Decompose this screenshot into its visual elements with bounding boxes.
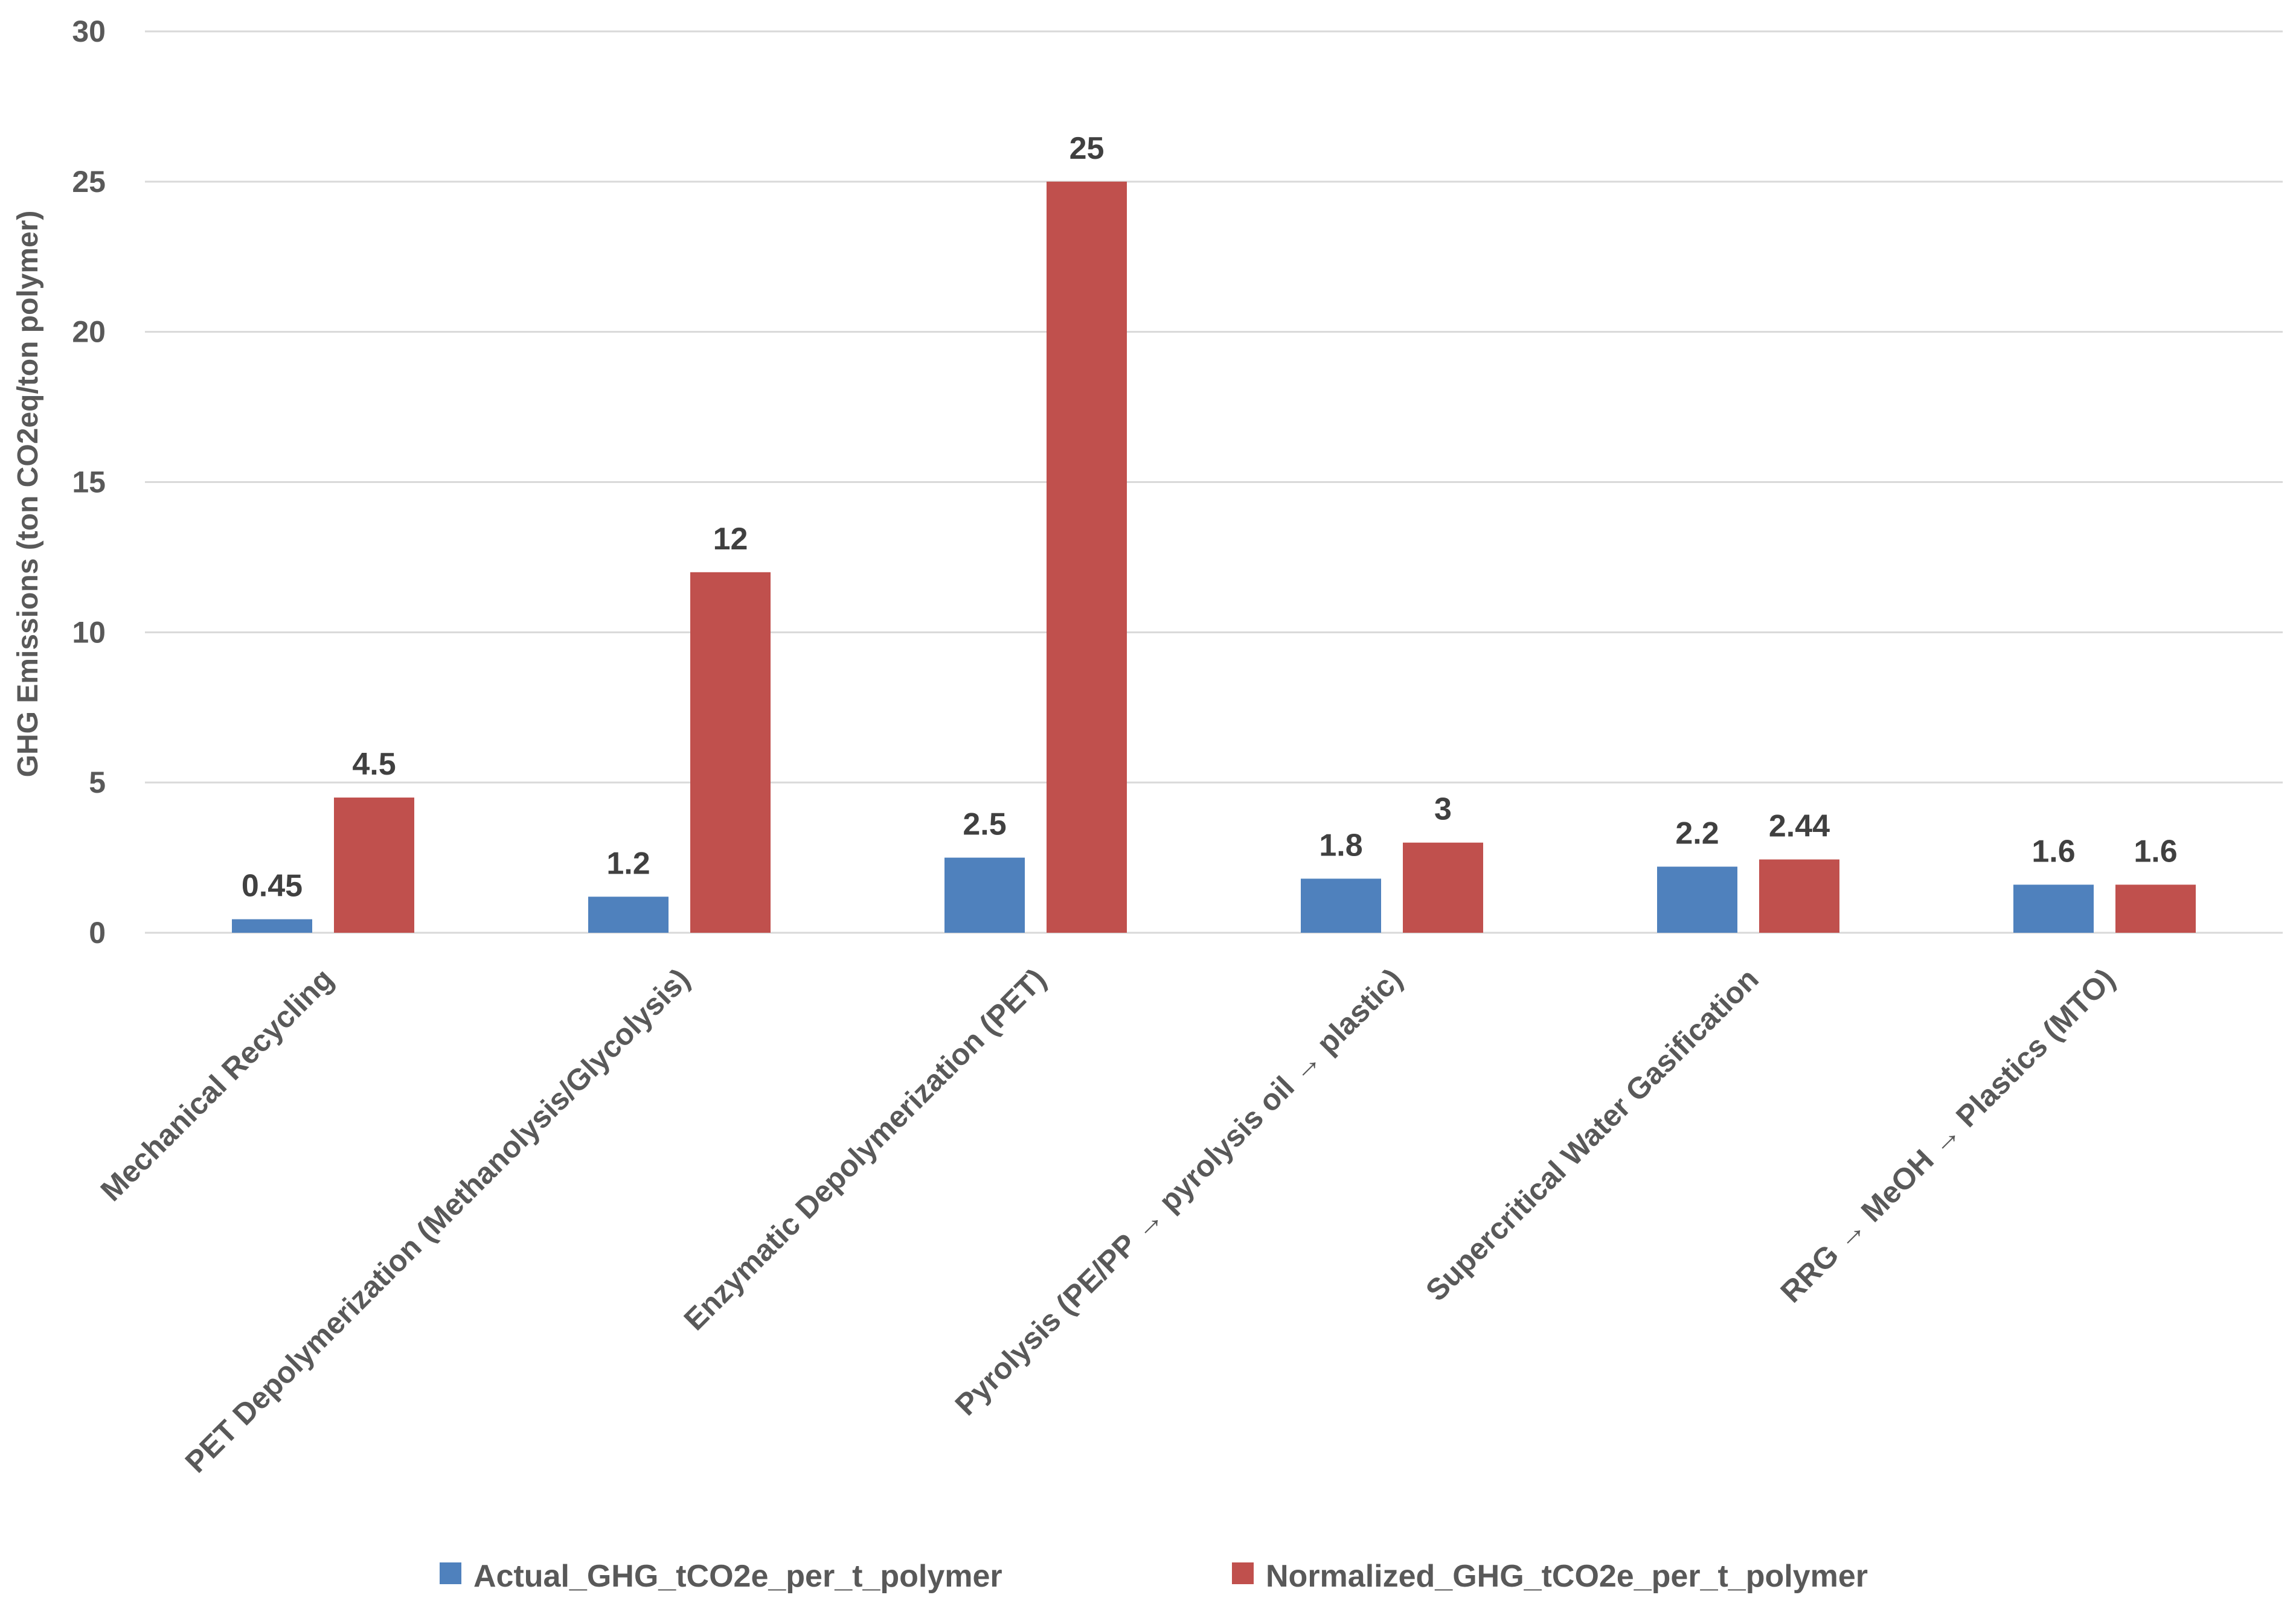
y-tick-label: 5	[89, 766, 106, 799]
y-axis-ticks: 0 5 10 15 20 25 30	[72, 14, 106, 950]
actual-bar	[1301, 878, 1381, 933]
data-label: 1.2	[606, 846, 650, 881]
data-label: 2.44	[1769, 809, 1830, 844]
normalized-bar	[1759, 859, 1839, 933]
actual-bar	[944, 857, 1025, 933]
y-tick-label: 20	[72, 315, 106, 349]
y-tick-label: 25	[72, 165, 106, 199]
legend-label: Actual_GHG_tCO2e_per_t_polymer	[473, 1559, 1002, 1594]
data-label: 1.6	[2031, 834, 2075, 869]
normalized-bar	[2115, 884, 2196, 933]
normalized-bar	[334, 798, 414, 933]
actual-bar	[1657, 866, 1737, 933]
y-axis-title: GHG Emissions (ton CO2eq/ton polymer)	[12, 211, 44, 778]
y-tick-label: 30	[72, 14, 106, 48]
legend-swatch-actual	[440, 1562, 461, 1584]
category-label: Enzymatic Depolymerization (PET)	[678, 962, 1053, 1337]
y-tick-label: 0	[89, 916, 106, 950]
category-label: RRG → MeOH → Plastics (MTO)	[1774, 962, 2121, 1309]
data-label: 3	[1434, 792, 1452, 827]
data-label: 1.8	[1319, 828, 1362, 863]
data-label: 2.5	[963, 807, 1006, 842]
data-labels: 0.45 4.5 1.2 12 2.5 25 1.8 3 2.2 2.44 1.6 1.6	[242, 131, 2178, 904]
category-label: Supercritical Water Gasification	[1419, 962, 1765, 1308]
normalized-bar	[690, 572, 771, 933]
data-label: 0.45	[242, 869, 303, 904]
actual-bar	[588, 897, 669, 933]
legend-swatch-normalized	[1232, 1562, 1254, 1584]
legend: Actual_GHG_tCO2e_per_t_polymer Normalized…	[440, 1559, 1868, 1594]
y-tick-label: 15	[72, 465, 106, 499]
category-label: Pyrolysis (PE/PP → pyrolysis oil → plast…	[949, 962, 1409, 1422]
category-label: Mechanical Recycling	[94, 962, 340, 1207]
normalized-bar	[1403, 842, 1483, 933]
data-label: 12	[713, 522, 748, 557]
y-tick-label: 10	[72, 615, 106, 649]
bars	[232, 181, 2196, 933]
gridlines	[145, 30, 2283, 934]
data-label: 4.5	[352, 747, 396, 782]
data-label: 2.2	[1675, 816, 1719, 851]
data-label: 25	[1069, 131, 1105, 166]
actual-bar	[2013, 884, 2094, 933]
legend-label: Normalized_GHG_tCO2e_per_t_polymer	[1266, 1559, 1868, 1594]
normalized-bar	[1047, 181, 1127, 933]
data-label: 1.6	[2134, 834, 2177, 869]
actual-bar	[232, 919, 312, 933]
